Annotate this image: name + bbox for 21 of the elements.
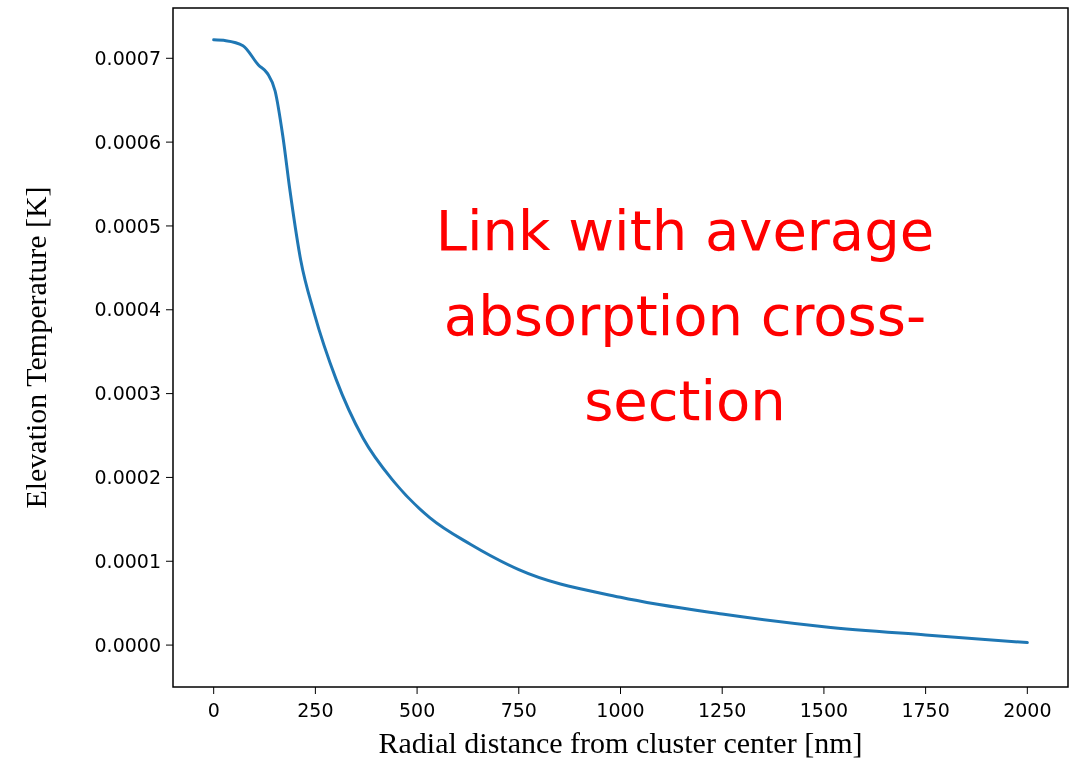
x-tick-label: 1250 (698, 699, 747, 721)
x-tick-label: 1000 (596, 699, 645, 721)
y-tick-label: 0.0004 (94, 298, 161, 321)
x-tick-label: 500 (398, 699, 436, 721)
x-tick-label: 2000 (1003, 699, 1052, 721)
annotation: Link with average absorption cross-section (435, 198, 935, 433)
y-tick-label: 0.0000 (94, 633, 161, 656)
y-axis-title: Elevation Temperature [K] (19, 186, 52, 509)
y-tick-label: 0.0001 (94, 549, 161, 572)
x-tick-label: 750 (500, 699, 537, 721)
y-tick-label: 0.0002 (94, 466, 161, 489)
y-tick-label: 0.0005 (94, 214, 161, 237)
y-tick-label: 0.0007 (94, 46, 161, 69)
x-tick-label: 1750 (901, 699, 950, 721)
y-tick-label: 0.0006 (94, 130, 161, 153)
x-tick-label: 1500 (799, 699, 849, 721)
line-series (212, 38, 1029, 645)
x-tick-label: 250 (297, 699, 334, 721)
y-tick-label: 0.0003 (94, 382, 161, 405)
x-tick-label: 0 (207, 699, 220, 721)
x-axis-title: Radial distance from cluster center [nm] (378, 726, 863, 759)
